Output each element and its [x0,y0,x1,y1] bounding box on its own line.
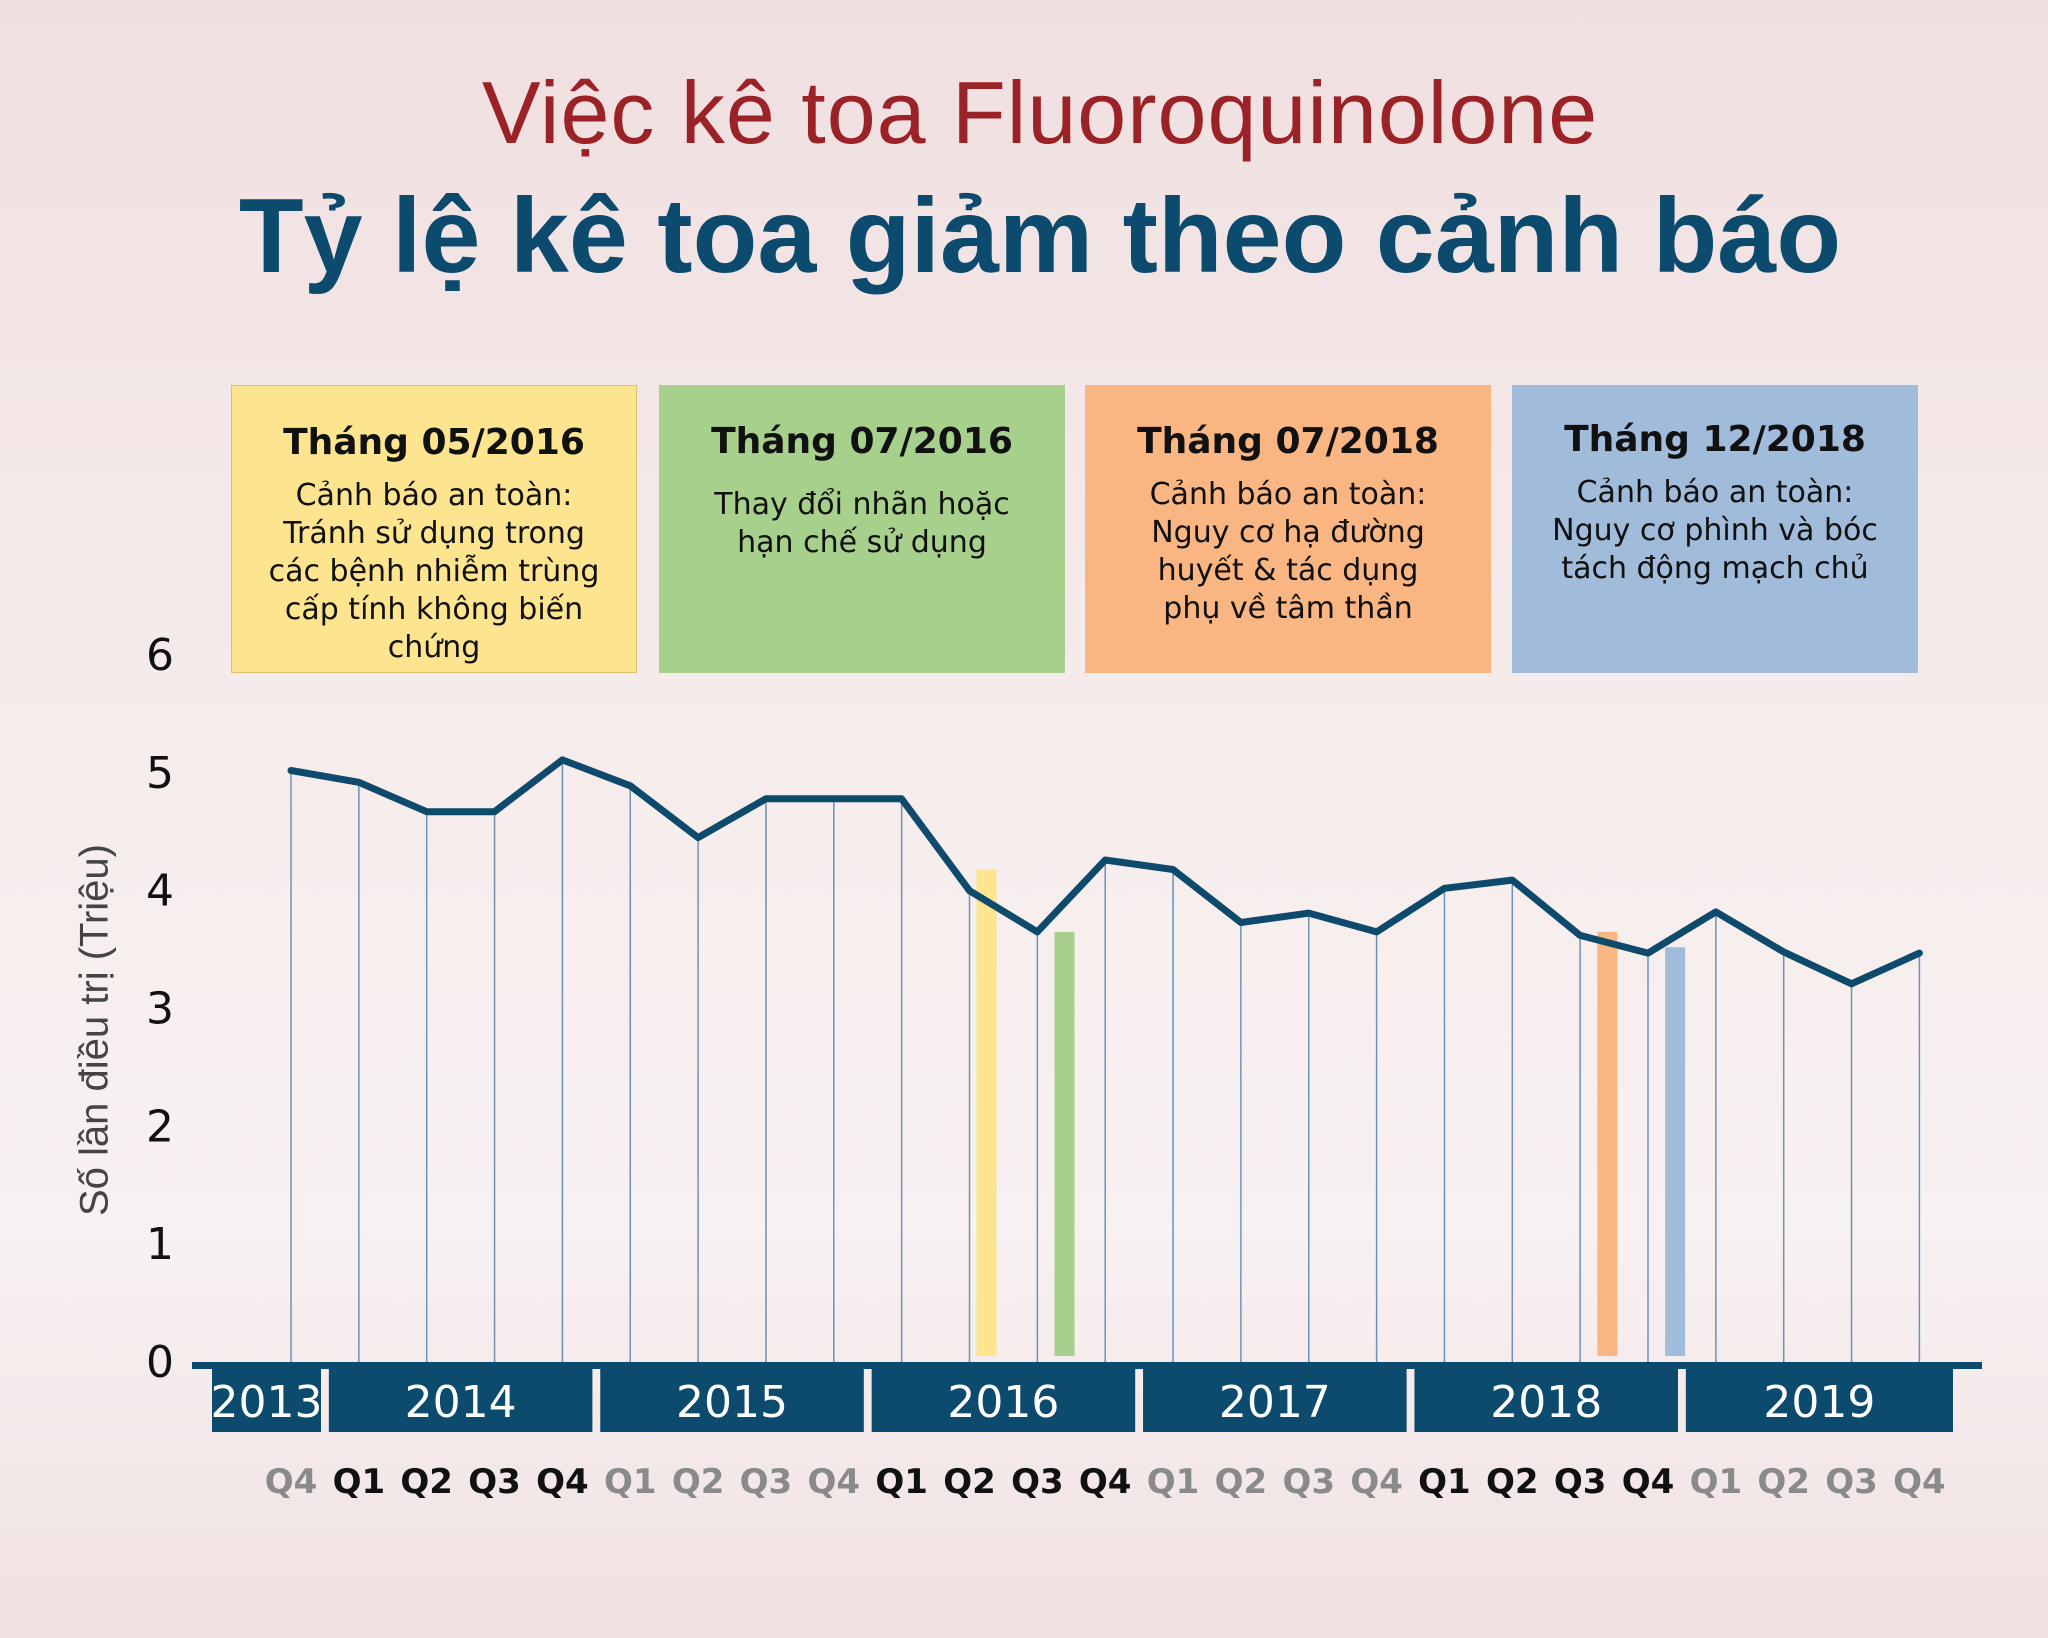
data-point [899,796,905,802]
data-point [967,888,972,894]
data-point [1916,950,1922,956]
data-point [1781,949,1787,955]
data-point [627,783,633,789]
data-point [1034,929,1040,935]
data-point [288,767,294,773]
quarter-tick-label: Q2 [1757,1462,1810,1502]
quarter-tick-label: Q1 [1690,1462,1743,1502]
quarter-tick-label: Q3 [1554,1462,1607,1502]
data-point [1509,877,1515,883]
data-point [1645,950,1651,956]
event-date: Tháng 12/2018 [1564,419,1866,460]
data-point [1238,919,1244,925]
event-marker-bar [976,869,997,1356]
event-marker-bar [1597,931,1618,1356]
event-text: Cảnh báo an toàn: Nguy cơ phình và bóc t… [1552,475,1878,586]
year-label: 2018 [1490,1377,1602,1428]
data-point [763,796,769,802]
y-tick-label: 6 [146,630,174,681]
quarter-tick-label: Q4 [808,1462,861,1502]
event-markers [976,869,1686,1356]
data-point [831,796,837,802]
data-point [695,835,701,841]
x-axis-line [192,1362,1982,1369]
quarter-tick-label: Q2 [400,1462,453,1502]
year-band [600,1368,864,1432]
year-band [1414,1368,1678,1432]
data-point [492,809,498,815]
quarter-tick-label: Q3 [1282,1462,1335,1502]
y-tick-label: 5 [146,748,174,799]
data-point [1102,857,1108,863]
y-tick-label: 1 [146,1219,174,1270]
quarter-tick-label: Q3 [1825,1462,1878,1502]
year-label: 2016 [947,1377,1059,1428]
event-box-jul-2016: Tháng 07/2016 Thay đổi nhãn hoặc hạn chế… [659,385,1065,673]
y-tick-label: 3 [146,984,174,1035]
year-band [1685,1368,1953,1432]
quarter-tick-labels: Q4 Q1 Q2 Q3 Q4 Q1 Q2 Q3 Q4 Q1 Q2 Q3 Q4 Q1 Q2 Q3 Q4 Q1 Q2 Q3… [265,1462,1946,1502]
event-date: Tháng 07/2016 [711,421,1013,462]
quarter-tick-label: Q4 [1350,1462,1403,1502]
year-band [871,1368,1136,1432]
chart-title: Tỷ lệ kê toa giảm theo cảnh báo [238,177,1842,295]
data-point [1306,910,1312,916]
data-line [287,756,1923,988]
event-box-dec-2018: Tháng 12/2018 Cảnh báo an toàn: Nguy cơ … [1512,385,1918,673]
data-point [1441,885,1447,891]
event-marker-bar [1054,931,1075,1356]
data-point [1374,929,1380,935]
quarter-tick-label: Q4 [1622,1462,1675,1502]
year-label: 2015 [676,1377,788,1428]
quarter-tick-label: Q3 [468,1462,521,1502]
quarter-tick-label: Q3 [1011,1462,1064,1502]
quarter-tick-label: Q1 [875,1462,928,1502]
quarter-tick-label: Q4 [536,1462,589,1502]
chart-topic: Việc kê toa Fluoroquinolone [481,63,1599,162]
event-date: Tháng 05/2016 [283,422,585,463]
quarter-tick-label: Q2 [672,1462,725,1502]
year-label: 2014 [405,1377,517,1428]
quarter-tick-label: Q1 [333,1462,386,1502]
year-band [1143,1368,1407,1432]
event-date: Tháng 07/2018 [1137,421,1439,462]
y-tick-labels: 0 1 2 3 4 5 6 [146,630,174,1388]
data-point [356,779,362,785]
data-point [1713,909,1719,915]
quarter-tick-label: Q1 [1147,1462,1200,1502]
event-marker-bar [1665,947,1686,1356]
quarter-tick-label: Q2 [1215,1462,1268,1502]
data-point [1577,932,1583,938]
quarter-tick-label: Q3 [740,1462,793,1502]
event-box-jul-2018: Tháng 07/2018 Cảnh báo an toàn: Nguy cơ … [1085,385,1491,673]
year-label: 2019 [1763,1377,1875,1428]
quarter-tick-label: Q4 [1079,1462,1132,1502]
event-text: Cảnh báo an toàn: Nguy cơ hạ đường huyết… [1149,477,1427,626]
quarter-tick-label: Q1 [1418,1462,1471,1502]
gridlines [290,759,1921,1362]
data-point [1170,866,1176,872]
year-labels: 2013 2014 2015 2016 2017 2018 2019 [211,1368,1953,1432]
y-tick-label: 0 [146,1337,174,1388]
data-point [1849,981,1855,987]
data-point [424,809,430,815]
x-axis [192,1362,1982,1369]
quarter-tick-label: Q1 [604,1462,657,1502]
event-text: Cảnh báo an toàn: Tránh sử dụng trong cá… [268,478,600,665]
event-box-may-2016: Tháng 05/2016 Cảnh báo an toàn: Tránh sử… [231,385,637,673]
year-band [328,1368,593,1432]
quarter-tick-label: Q4 [265,1462,318,1502]
quarter-tick-label: Q2 [943,1462,996,1502]
quarter-tick-label: Q4 [1893,1462,1946,1502]
y-tick-label: 2 [146,1101,174,1152]
year-band [212,1368,321,1432]
y-tick-label: 4 [146,866,174,917]
data-point [559,757,565,763]
quarter-tick-label: Q2 [1486,1462,1539,1502]
year-label: 2017 [1219,1377,1331,1428]
event-text: Thay đổi nhãn hoặc hạn chế sử dụng [714,487,1010,560]
year-label: 2013 [211,1377,323,1428]
